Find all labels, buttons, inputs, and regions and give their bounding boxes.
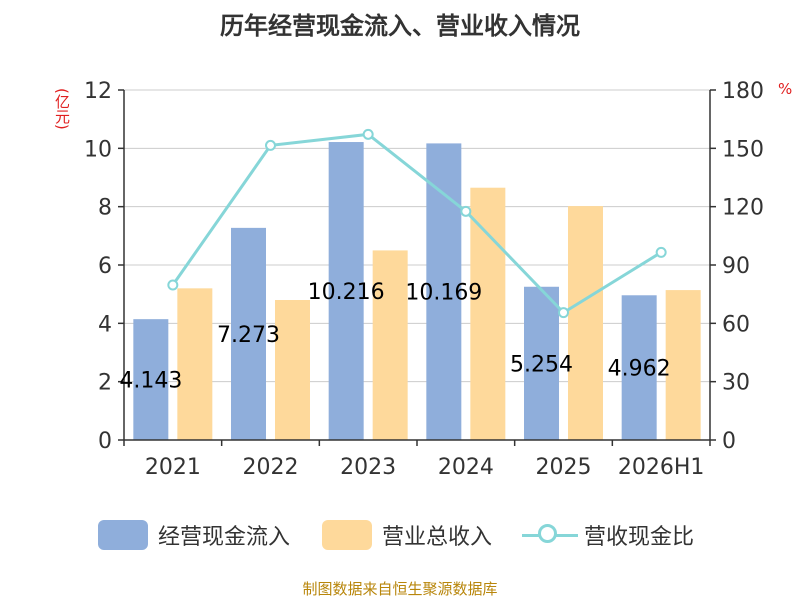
data-label-cash-inflow: 10.216 [308,280,385,305]
bar-revenue [275,300,310,440]
legend-swatch-cash-inflow [98,520,148,550]
x-axis-tick-label: 2026H1 [618,455,705,480]
bar-cash-inflow [231,227,266,440]
legend-item-revenue[interactable]: 营业总收入 [322,518,492,552]
right-axis-tick-label: 0 [722,429,736,454]
right-axis-unit-label: % [778,80,793,98]
ratio-point [167,279,179,291]
bar-cash-inflow [621,295,657,440]
ratio-line [167,128,667,319]
left-axis-tick-label: 12 [84,79,112,104]
right-axis-tick-label: 150 [722,137,764,162]
bar-cash-inflow [133,319,169,440]
left-axis-tick-label: 4 [98,312,112,337]
x-axis-tick-label: 2023 [340,455,396,480]
legend-label-revenue: 营业总收入 [382,525,493,550]
legend-swatch-revenue [322,520,372,550]
left-axis-tick-label: 2 [98,371,112,396]
left-axis-tick-label: 6 [98,254,112,279]
left-axis-tick-label: 10 [84,137,112,162]
ratio-point [558,307,569,319]
right-axis-tick-label: 30 [722,371,750,396]
data-label-cash-inflow: 5.254 [510,352,573,377]
right-axis-tick-label: 180 [722,79,764,104]
x-axis-tick-label: 2024 [438,455,494,480]
ratio-point [362,128,374,140]
data-label-cash-inflow: 10.169 [405,281,482,306]
legend-item-ratio[interactable]: 营收现金比 [522,518,694,552]
bar-revenue [470,187,506,440]
legend-item-cash-inflow[interactable]: 经营现金流入 [98,518,290,552]
bar-cash-inflow [328,142,364,441]
data-labels: 4.143 7.273 10.216 10.169 5.254 4.962 [119,280,670,394]
ratio-point [460,205,472,217]
x-axis-tick-label: 2025 [536,455,592,480]
x-axis-tick-label: 2022 [243,455,299,480]
ratio-line-path [171,132,662,315]
ratio-point [655,246,667,258]
ratio-point [265,139,276,151]
bar-revenue [177,288,213,440]
chart-title: 历年经营现金流入、营业收入情况 [220,12,580,40]
right-axis-tick-label: 120 [722,196,764,221]
source-note: 制图数据来自恒生聚源数据库 [302,580,498,598]
left-axis-unit-label: (亿元) [53,88,71,130]
gridlines [124,89,710,383]
legend-label-cash-inflow: 经营现金流入 [158,525,291,550]
legend: 经营现金流入 营业总收入 营收现金比 [0,518,800,552]
data-label-cash-inflow: 4.143 [119,369,182,394]
bar-revenue [568,206,603,440]
bar-revenue [372,250,408,440]
x-axis-tick-label: 2021 [145,455,201,480]
bar-marks [133,142,701,441]
left-axis-tick-label: 8 [98,196,112,221]
right-axis-tick-label: 90 [722,254,750,279]
legend-swatch-ratio [522,520,578,550]
bar-cash-inflow [524,286,559,440]
data-label-cash-inflow: 4.962 [608,357,671,382]
bar-revenue [665,290,701,440]
data-label-cash-inflow: 7.273 [217,323,280,348]
right-axis-tick-label: 60 [722,312,750,337]
left-axis-tick-label: 0 [98,429,112,454]
legend-label-ratio: 营收现金比 [584,525,695,550]
